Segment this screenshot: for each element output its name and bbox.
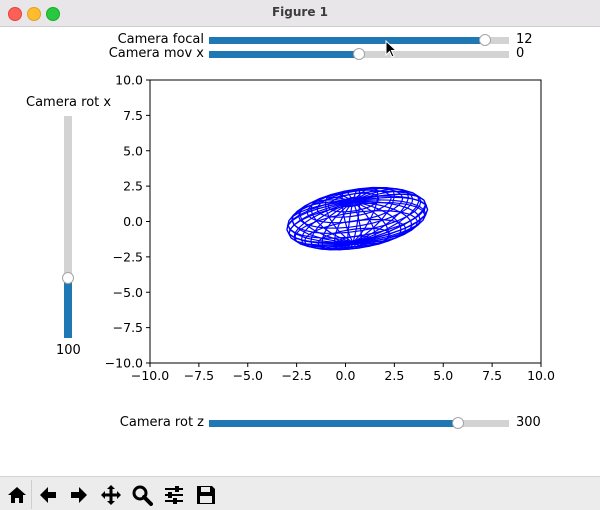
x-tick-label: 5.0	[433, 368, 453, 383]
home-icon	[7, 486, 26, 503]
y-tick-label: −5.0	[113, 285, 143, 300]
camera-rot-z-label: Camera rot z	[119, 415, 204, 430]
x-tick-label: −2.5	[281, 368, 311, 383]
camera-focal-label: Camera focal	[117, 32, 204, 47]
maximize-window-button[interactable]	[46, 7, 60, 21]
y-tick-label: −2.5	[113, 249, 143, 264]
back-button[interactable]	[33, 480, 62, 509]
y-tick-label: 2.5	[123, 179, 143, 194]
camera-rot-x-track[interactable]	[64, 116, 72, 338]
wireframe-longitude-line	[352, 188, 410, 244]
wireframe-longitude-line	[347, 201, 354, 250]
wireframe-longitude-line	[352, 199, 427, 244]
x-tick-label: 0.0	[336, 368, 356, 383]
x-tick-label: −7.5	[184, 368, 214, 383]
wireframe-longitude-line	[321, 201, 354, 251]
camera-rot-x-label: Camera rot x	[26, 95, 112, 110]
camera-rot-z-value: 300	[516, 415, 541, 430]
zoom-button[interactable]	[127, 480, 156, 509]
wireframe-longitude-line	[352, 201, 363, 249]
camera-rot-x-fill	[64, 278, 72, 338]
window-title: Figure 1	[271, 5, 329, 19]
pan-icon	[100, 484, 121, 505]
home-button[interactable]	[2, 480, 32, 509]
camera-rot-x-handle[interactable]	[62, 272, 74, 285]
navigation-toolbar	[0, 476, 600, 510]
mouse-pointer-icon	[385, 40, 398, 58]
back-arrow-icon	[39, 486, 56, 503]
camera-focal-handle[interactable]	[479, 34, 491, 46]
wireframe-longitude-line	[333, 201, 354, 251]
zoom-icon	[132, 485, 153, 506]
wireframe-longitude-line	[352, 201, 376, 248]
wireframe-longitude-line	[352, 201, 390, 246]
wireframe-longitude-line	[291, 200, 354, 244]
x-tick-label: 10.0	[527, 368, 555, 383]
x-tick-label: −5.0	[233, 368, 263, 383]
y-tick-label: −7.5	[113, 320, 143, 335]
camera-mov-x-value: 0	[516, 46, 525, 61]
wireframe-longitude-line	[286, 201, 354, 245]
wireframe-longitude-line	[352, 186, 379, 244]
wireframe-longitude-line	[352, 186, 396, 244]
camera-rot-z-handle[interactable]	[452, 417, 464, 429]
x-tick-label: −10.0	[131, 368, 169, 383]
y-tick-label: −10.0	[105, 356, 143, 371]
forward-button[interactable]	[64, 480, 93, 509]
camera-mov-x-handle[interactable]	[353, 48, 365, 60]
wireframe-longitude-line	[352, 188, 361, 243]
configure-subplots-button[interactable]	[159, 480, 188, 509]
wireframe-ellipsoid	[286, 186, 429, 251]
y-tick-label: 0.0	[123, 214, 143, 229]
y-tick-label: 10.0	[115, 73, 143, 88]
save-icon	[196, 485, 215, 504]
x-tick-label: 7.5	[482, 368, 502, 383]
x-tick-label: 2.5	[384, 368, 404, 383]
camera-mov-x-label: Camera mov x	[108, 46, 204, 61]
close-window-button[interactable]	[8, 7, 22, 21]
wireframe-longitude-line	[352, 193, 427, 244]
wireframe-longitude-line	[293, 201, 354, 248]
camera-focal-fill	[209, 37, 485, 44]
wireframe-longitude-line	[288, 201, 354, 246]
y-tick-label: 7.5	[123, 108, 143, 123]
title-bar: Figure 1	[0, 0, 600, 27]
wireframe-longitude-line	[352, 200, 421, 244]
wireframe-longitude-line	[287, 201, 354, 244]
wireframe-longitude-line	[300, 201, 354, 249]
save-button[interactable]	[191, 480, 220, 509]
wireframe-longitude-line	[352, 201, 402, 245]
camera-focal-value: 12	[516, 32, 533, 47]
forward-arrow-icon	[70, 486, 87, 503]
camera-mov-x-fill	[209, 51, 359, 58]
pan-button[interactable]	[96, 480, 125, 509]
plot-area[interactable]: −10.0 −7.5 −5.0 −2.5 0.0 2.5 5.0 7.5 10.0 10.0 7.5…	[0, 60, 600, 460]
camera-rot-x-value: 100	[56, 343, 81, 358]
configure-subplots-icon	[164, 485, 183, 504]
y-tick-label: 5.0	[123, 143, 143, 158]
wireframe-longitude-line	[299, 199, 354, 244]
minimize-window-button[interactable]	[27, 7, 41, 21]
camera-rot-z-fill	[209, 420, 458, 427]
